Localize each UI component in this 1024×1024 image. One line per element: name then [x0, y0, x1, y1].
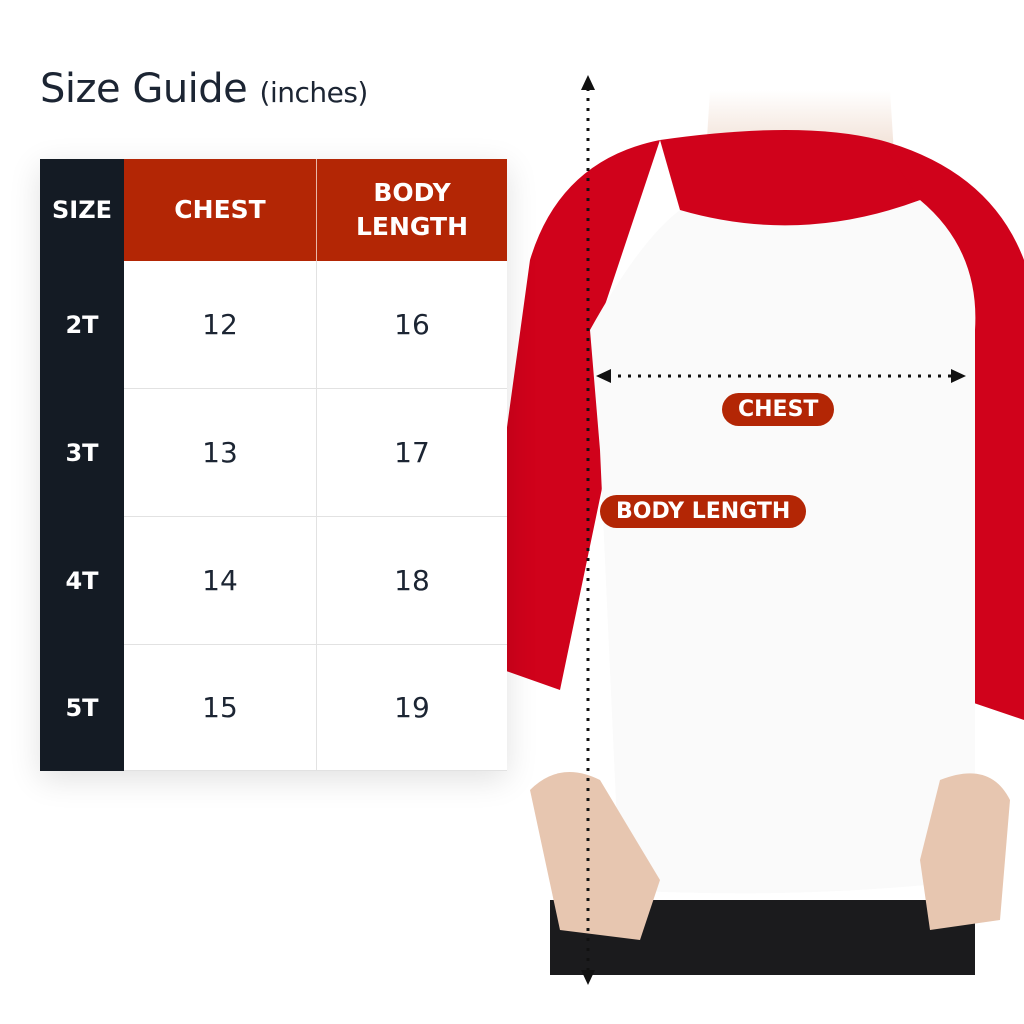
title-unit: (inches) — [259, 76, 369, 109]
body-length-cell: 18 — [317, 517, 507, 645]
sleeve-right — [880, 140, 1024, 720]
body-length-cell: 16 — [317, 261, 507, 389]
arrow-head-down-icon — [581, 970, 595, 985]
size-cell: 3T — [40, 389, 124, 517]
header-body-line: BODY — [373, 178, 451, 207]
chest-cell: 15 — [124, 645, 317, 771]
table-row: 4T 14 18 — [40, 517, 507, 645]
pants — [550, 900, 975, 975]
arrow-head-up-icon — [581, 75, 595, 90]
chest-label: CHEST — [722, 393, 835, 426]
body-length-cell: 17 — [317, 389, 507, 517]
chest-cell: 13 — [124, 389, 317, 517]
size-table: SIZE CHEST BODY LENGTH 2T 12 16 3T 13 17 … — [40, 159, 507, 771]
arrow-head-left-icon — [596, 369, 611, 383]
hand-left — [530, 772, 660, 940]
title-text: Size Guide — [40, 66, 248, 112]
chest-cell: 14 — [124, 517, 317, 645]
table-row: 2T 12 16 — [40, 261, 507, 389]
size-cell: 5T — [40, 645, 124, 771]
table-header: SIZE CHEST BODY LENGTH — [40, 159, 507, 261]
shirt-body — [590, 200, 976, 894]
body-length-label: BODY LENGTH — [600, 495, 807, 528]
header-body-length: BODY LENGTH — [317, 159, 507, 261]
table-row: 3T 13 17 — [40, 389, 507, 517]
body-length-cell: 19 — [317, 645, 507, 771]
chest-cell: 12 — [124, 261, 317, 389]
table-row: 5T 15 19 — [40, 645, 507, 771]
header-length-line: LENGTH — [356, 212, 468, 241]
size-cell: 4T — [40, 517, 124, 645]
header-chest: CHEST — [124, 159, 317, 261]
size-cell: 2T — [40, 261, 124, 389]
sleeve-left — [475, 140, 660, 690]
page-title: Size Guide (inches) — [40, 66, 368, 112]
arrow-head-right-icon — [951, 369, 966, 383]
collar — [660, 130, 920, 226]
header-size: SIZE — [40, 159, 124, 261]
hand-right — [920, 773, 1010, 930]
